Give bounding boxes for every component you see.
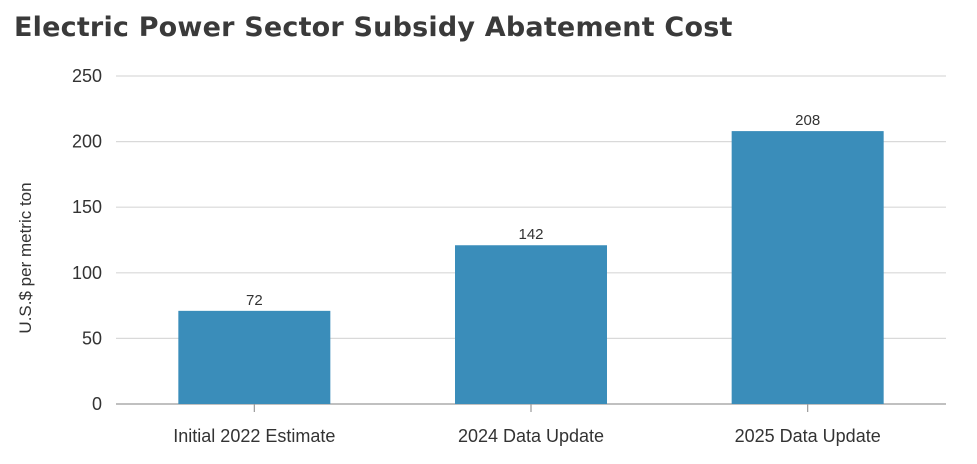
bars xyxy=(178,131,884,404)
x-tick-label-1: Initial 2022 Estimate xyxy=(173,426,335,446)
bar-2 xyxy=(455,245,607,404)
data-label-3: 208 xyxy=(795,112,820,129)
data-label-2: 142 xyxy=(518,226,543,243)
bar-1 xyxy=(178,310,331,404)
y-tick-label-100: 100 xyxy=(72,263,102,283)
data-labels: 72 142 208 xyxy=(246,112,820,309)
y-tick-label-200: 200 xyxy=(72,132,102,152)
x-axis: Initial 2022 Estimate 2024 Data Update 202… xyxy=(173,404,881,446)
y-tick-label-0: 0 xyxy=(92,394,102,414)
y-tick-label-250: 250 xyxy=(72,66,102,86)
y-tick-label-150: 150 xyxy=(72,197,102,217)
bar-3 xyxy=(731,131,884,404)
chart-title: Electric Power Sector Subsidy Abatement … xyxy=(14,12,733,43)
y-tick-label-50: 50 xyxy=(82,328,102,348)
x-tick-label-2: 2024 Data Update xyxy=(458,426,604,446)
data-label-1: 72 xyxy=(246,292,263,309)
x-tick-label-3: 2025 Data Update xyxy=(735,426,881,446)
y-tick-labels: 0 50 100 150 200 250 xyxy=(72,66,102,414)
y-axis-label: U.S.$ per metric ton xyxy=(16,182,35,333)
